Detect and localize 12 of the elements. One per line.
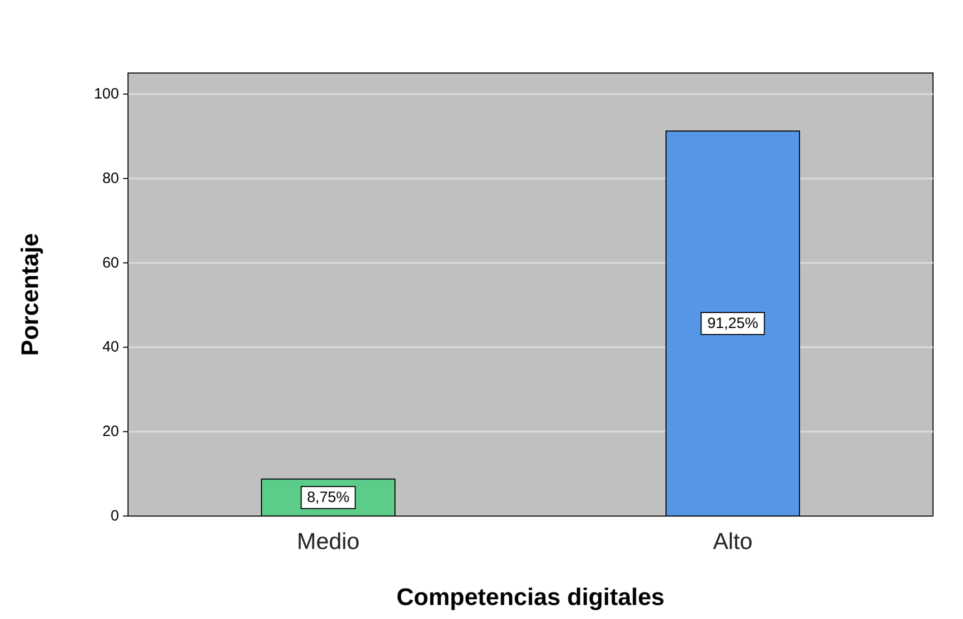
y-tick-label: 20: [102, 423, 119, 440]
data-label: 8,75%: [306, 489, 350, 506]
x-tick-label: Alto: [712, 528, 753, 554]
data-label: 91,25%: [707, 315, 758, 332]
y-tick-label: 40: [102, 338, 119, 356]
y-tick-label: 80: [102, 170, 119, 187]
x-tick-label: Medio: [296, 528, 360, 554]
x-axis-title: Competencias digitales: [396, 584, 665, 611]
y-tick-label: 0: [110, 508, 119, 524]
y-tick-label: 100: [94, 86, 119, 103]
y-tick-label: 60: [102, 254, 119, 272]
y-axis-title: Porcentaje: [17, 233, 44, 356]
